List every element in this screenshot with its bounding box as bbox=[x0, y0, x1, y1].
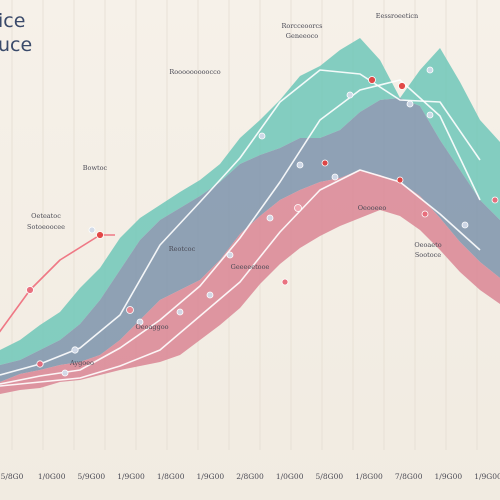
series-line bbox=[0, 69, 481, 376]
x-tick-label: 1/0G00 bbox=[276, 472, 304, 481]
data-point bbox=[491, 196, 499, 204]
data-point bbox=[426, 66, 434, 74]
x-tick-label: 1/8G00 bbox=[355, 472, 383, 481]
data-point bbox=[176, 308, 184, 316]
annotation-label: Oeoaggoo bbox=[135, 323, 168, 331]
data-point bbox=[294, 204, 302, 212]
data-point bbox=[396, 176, 404, 184]
annotation-label: Sootoce bbox=[415, 251, 441, 259]
data-point bbox=[71, 346, 79, 354]
annotation-label: Bowtoc bbox=[83, 164, 108, 172]
data-point bbox=[96, 231, 104, 239]
data-point bbox=[398, 82, 406, 90]
area-band bbox=[0, 38, 500, 365]
annotation-label: Rorcceoorcs bbox=[282, 22, 323, 30]
data-point bbox=[461, 221, 469, 229]
data-point bbox=[36, 360, 44, 368]
data-point bbox=[346, 91, 354, 99]
data-point bbox=[88, 226, 96, 234]
annotation-label: Geeeeetooe bbox=[231, 263, 270, 271]
annotation-label: Oeoaeto bbox=[414, 241, 441, 249]
x-tick-label: 1/9G00 bbox=[117, 472, 145, 481]
area-bands bbox=[0, 38, 500, 394]
annotation-label: Eessroeeticn bbox=[376, 12, 419, 20]
annotation-label: Sotoeoocee bbox=[27, 223, 65, 231]
x-axis-ticks: 5/8G0 1/0G00 5/9G00 1/9G00 1/8G00 1/9G00 2/8G0… bbox=[1, 472, 500, 481]
data-point bbox=[206, 291, 214, 299]
data-point bbox=[136, 318, 144, 326]
data-point bbox=[26, 286, 34, 294]
data-point bbox=[426, 111, 434, 119]
annotation-label: Rooooooooocco bbox=[169, 68, 220, 76]
data-point bbox=[406, 100, 414, 108]
x-tick-label: 5/8G0 bbox=[1, 472, 24, 481]
data-point bbox=[61, 369, 69, 377]
data-markers bbox=[26, 66, 499, 377]
data-point bbox=[421, 210, 429, 218]
annotation-label: Reotcoc bbox=[169, 245, 196, 253]
x-tick-label: 1/9G00 bbox=[435, 472, 463, 481]
series-line bbox=[0, 234, 115, 333]
x-tick-label: 1/8G00 bbox=[157, 472, 185, 481]
data-point bbox=[258, 132, 266, 140]
x-tick-label: 5/9G00 bbox=[78, 472, 106, 481]
series-line bbox=[0, 79, 481, 385]
data-point bbox=[226, 251, 234, 259]
x-tick-label: 7/8G00 bbox=[395, 472, 423, 481]
annotation-label: Oeooeeo bbox=[358, 204, 387, 212]
x-tick-label: 2/8G00 bbox=[236, 472, 264, 481]
data-point bbox=[321, 159, 329, 167]
chart-annotations: Rorcceoorcs Geneeoco Eessroeeticn Rooooo… bbox=[27, 12, 442, 367]
data-point bbox=[281, 278, 289, 286]
data-point bbox=[368, 76, 376, 84]
annotation-label: Aygoeo bbox=[69, 359, 94, 367]
chart-title: ice uce bbox=[0, 10, 32, 56]
chart-title-line: uce bbox=[0, 34, 32, 56]
x-tick-label: 5/8G00 bbox=[316, 472, 344, 481]
annotation-label: Oeteatoc bbox=[31, 212, 61, 220]
data-point bbox=[266, 214, 274, 222]
x-tick-label: 1/0G00 bbox=[38, 472, 66, 481]
x-tick-label: 1/9G00 bbox=[197, 472, 225, 481]
chart-title-line: ice bbox=[0, 10, 25, 32]
data-point bbox=[126, 306, 134, 314]
area-band bbox=[0, 98, 500, 382]
x-tick-label: 1/9G00 bbox=[474, 472, 500, 481]
data-point bbox=[296, 161, 304, 169]
data-point bbox=[331, 173, 339, 181]
annotation-label: Geneeoco bbox=[286, 32, 318, 40]
area-band bbox=[0, 170, 500, 394]
